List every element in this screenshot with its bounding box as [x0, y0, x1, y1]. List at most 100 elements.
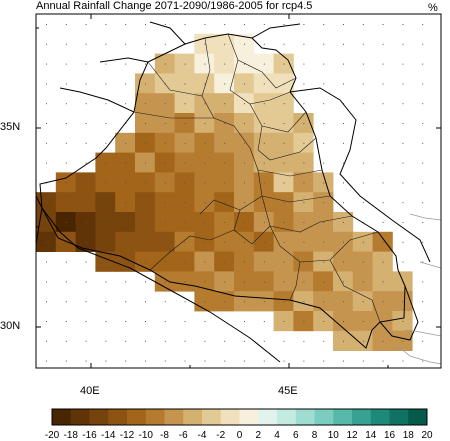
- grid-dot: [204, 261, 206, 263]
- grid-dot: [382, 340, 384, 342]
- grid-dot: [164, 202, 166, 204]
- grid-dot: [402, 222, 404, 223]
- grid-dot: [244, 202, 245, 204]
- grid-dot: [224, 63, 226, 65]
- grid-dot: [164, 241, 166, 243]
- grid-dot: [362, 24, 364, 25]
- grid-dot: [323, 202, 325, 204]
- grid-dot: [382, 241, 384, 243]
- grid-dot: [105, 261, 107, 263]
- colorbar-swatch: [370, 409, 390, 425]
- grid-dot: [323, 241, 325, 243]
- colorbar-label: -16: [82, 430, 97, 441]
- grid-dot: [125, 142, 127, 144]
- colorbar-swatch: [183, 409, 203, 425]
- grid-dot: [263, 321, 265, 322]
- grid-dot: [244, 43, 245, 45]
- grid-dot: [184, 182, 186, 184]
- grid-dot: [283, 63, 285, 65]
- grid-dot: [343, 182, 344, 184]
- grid-dot: [204, 202, 206, 204]
- grid-dot: [402, 123, 404, 124]
- unit-label: %: [428, 2, 438, 14]
- grid-dot: [422, 281, 424, 283]
- grid-dot: [65, 241, 67, 243]
- colorbar-swatch: [239, 409, 259, 425]
- grid-dot: [65, 63, 67, 65]
- grid-dot: [224, 103, 226, 105]
- grid-dot: [343, 360, 344, 362]
- grid-dot: [263, 63, 265, 65]
- grid-dot: [125, 24, 127, 25]
- colorbar-label: 2: [255, 430, 262, 441]
- colorbar-swatch: [145, 409, 165, 425]
- grid-dot: [145, 83, 146, 85]
- grid-dot: [283, 222, 285, 223]
- grid-dot: [422, 202, 424, 204]
- grid-dot: [343, 202, 344, 204]
- colorbar-label: -12: [119, 430, 135, 441]
- grid-dot: [224, 340, 226, 342]
- grid-dot: [303, 222, 305, 223]
- grid-dot: [283, 321, 285, 322]
- grid-dot: [323, 43, 325, 45]
- grid-dot: [362, 301, 364, 303]
- colorbar: [51, 408, 428, 426]
- grid-dot: [303, 142, 305, 144]
- grid-dot: [46, 222, 47, 223]
- grid-dot: [362, 261, 364, 263]
- colorbar-label: -2: [216, 430, 226, 441]
- grid-dot: [263, 103, 265, 105]
- grid-dot: [303, 241, 305, 243]
- grid-dot: [343, 321, 344, 322]
- grid-dot: [46, 281, 47, 283]
- grid-dot: [263, 182, 265, 184]
- grid-dot: [125, 340, 127, 342]
- grid-dot: [422, 340, 424, 342]
- grid-dot: [105, 182, 107, 184]
- grid-dot: [343, 261, 344, 263]
- grid-dot: [125, 281, 127, 283]
- grid-dot: [224, 301, 226, 303]
- grid-dot: [105, 301, 107, 303]
- colorbar-label: -8: [160, 430, 169, 441]
- kuwait-border: [379, 285, 419, 341]
- grid-dot: [402, 261, 404, 263]
- grid-dot: [184, 24, 186, 25]
- grid-dot: [105, 340, 107, 342]
- grid-dot: [85, 301, 87, 303]
- grid-dot: [343, 241, 344, 243]
- grid-dot: [125, 222, 127, 223]
- grid-dot: [204, 241, 206, 243]
- colorbar-label: 16: [383, 430, 396, 441]
- grid-dot: [125, 103, 127, 105]
- grid-dot: [244, 340, 245, 342]
- grid-dot: [263, 123, 265, 124]
- grid-dot: [164, 123, 166, 124]
- colorbar-swatch: [108, 409, 128, 425]
- grid-dot: [125, 43, 127, 45]
- grid-dot: [105, 103, 107, 105]
- grid-dot: [422, 222, 424, 223]
- colorbar-swatch: [52, 409, 72, 425]
- grid-dot: [422, 182, 424, 184]
- grid-dot: [184, 123, 186, 124]
- grid-dot: [125, 360, 127, 362]
- grid-dot: [343, 162, 344, 164]
- grid-dot: [303, 281, 305, 283]
- grid-dot: [204, 24, 206, 25]
- grid-dot: [164, 222, 166, 223]
- grid-dot: [303, 24, 305, 25]
- colorbar-swatch: [127, 409, 147, 425]
- colorbar-label: -14: [101, 430, 116, 441]
- colorbar-label: -4: [197, 430, 207, 441]
- grid-dot: [422, 103, 424, 105]
- grid-dot: [244, 222, 245, 223]
- grid-dot: [85, 43, 87, 45]
- grid-dot: [244, 162, 245, 164]
- grid-dot: [303, 43, 305, 45]
- colorbar-label: 6: [292, 430, 299, 441]
- colorbar-label: 14: [365, 430, 377, 441]
- colorbar-swatch: [408, 409, 428, 425]
- grid-dot: [184, 222, 186, 223]
